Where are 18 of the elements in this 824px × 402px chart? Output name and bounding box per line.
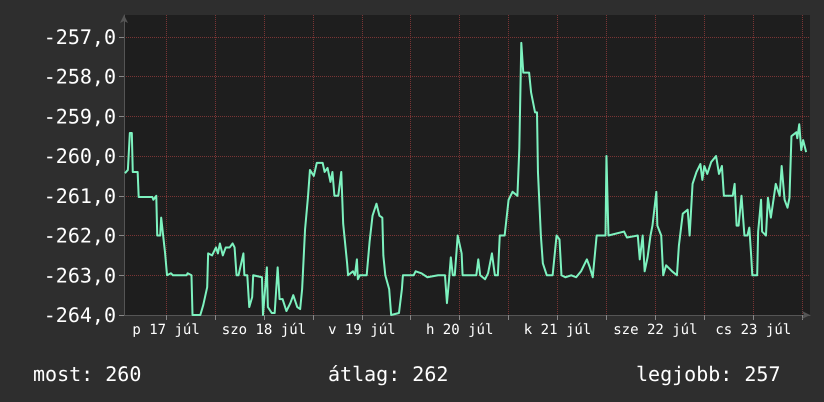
text: legjobb: 257 <box>636 362 780 386</box>
y-tick-label: -257,0 <box>44 24 116 49</box>
y-tick-label: -260,0 <box>44 144 116 168</box>
y-tick-label: -262,0 <box>44 224 116 248</box>
y-tick-label: -263,0 <box>44 263 116 288</box>
x-tick-label: h 20 júl <box>426 322 494 338</box>
y-tick-label: -258,0 <box>44 64 116 89</box>
y-tick-label: -264,0 <box>44 303 116 327</box>
y-tick-label: -259,0 <box>44 104 116 128</box>
x-tick-label: k 21 júl <box>524 322 592 338</box>
x-tick-label: v 19 júl <box>328 322 396 338</box>
text: átlag: 262 <box>328 362 448 386</box>
x-tick-label: cs 23 júl <box>715 322 792 338</box>
x-tick-label: sze 22 júl <box>613 322 698 338</box>
y-tick-label: -261,0 <box>44 184 116 208</box>
text: most: 260 <box>33 362 142 386</box>
x-tick-label: p 17 júl <box>132 322 200 338</box>
x-tick-label: szo 18 júl <box>222 322 306 338</box>
